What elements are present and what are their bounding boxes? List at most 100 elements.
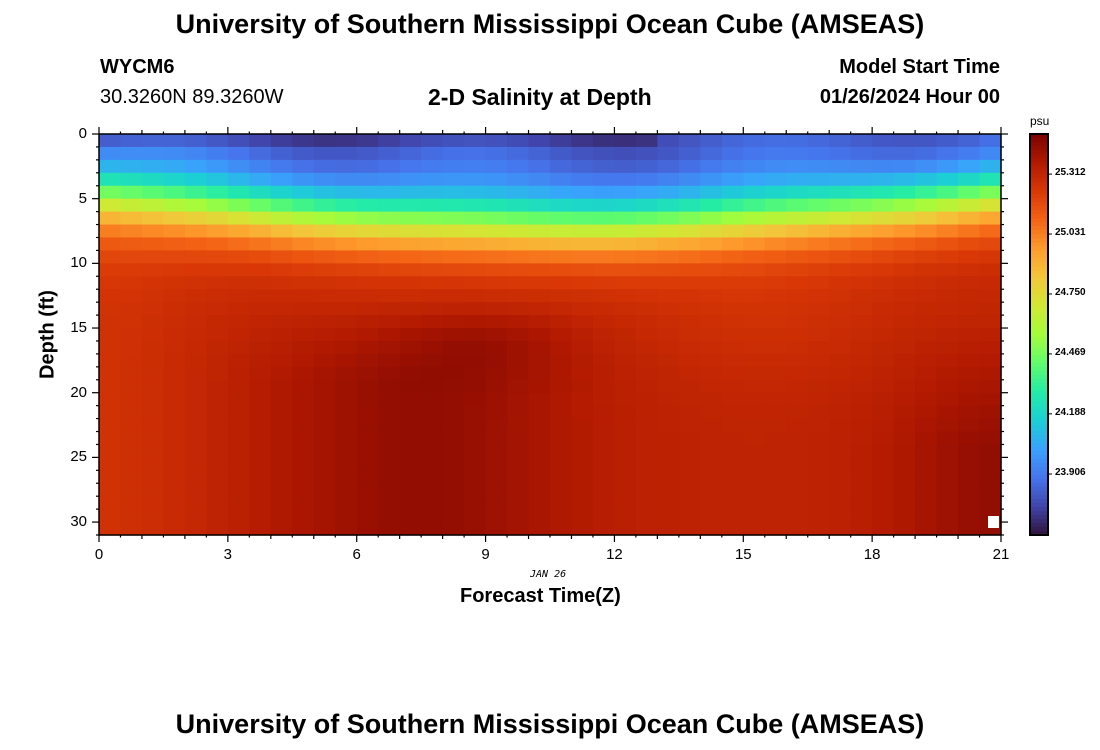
heatmap-cell: [764, 302, 787, 316]
heatmap-cell: [507, 431, 530, 446]
heatmap-cell: [292, 159, 315, 174]
heatmap-cell: [979, 444, 1002, 458]
heatmap-cell: [872, 522, 895, 536]
heatmap-cell: [893, 134, 916, 148]
heatmap-cell: [936, 159, 959, 174]
heatmap-cell: [99, 198, 122, 213]
heatmap-cell: [378, 198, 401, 213]
heatmap-cell: [786, 315, 809, 329]
heatmap-cell: [399, 509, 422, 523]
heatmap-cell: [206, 146, 229, 161]
heatmap-cell: [163, 431, 186, 446]
heatmap-cell: [571, 302, 594, 316]
heatmap-cell: [528, 353, 551, 368]
heatmap-cell: [99, 496, 122, 510]
heatmap-cell: [614, 418, 637, 433]
colorbar-segment: [1030, 258, 1048, 263]
heatmap-cell: [270, 250, 293, 264]
heatmap-cell: [721, 431, 744, 446]
colorbar-segment: [1030, 202, 1048, 207]
heatmap-cell: [442, 483, 465, 497]
heatmap-cell: [356, 315, 379, 329]
heatmap-cell: [764, 353, 787, 368]
heatmap-cell: [485, 134, 508, 148]
heatmap-cell: [700, 263, 723, 277]
heatmap-cell: [227, 302, 250, 316]
colorbar-segment: [1030, 462, 1048, 468]
heatmap-cell: [442, 340, 465, 355]
heatmap-cell: [399, 522, 422, 536]
heatmap-cell: [807, 185, 830, 200]
heatmap-cell: [227, 328, 250, 342]
heatmap-cell: [743, 328, 766, 342]
heatmap-cell: [120, 289, 143, 303]
heatmap-cell: [678, 289, 701, 303]
date-note: JAN 26: [530, 569, 567, 580]
heatmap-cell: [786, 211, 809, 226]
heatmap-cell: [464, 146, 487, 161]
heatmap-cell: [936, 134, 959, 148]
heatmap-cell: [442, 159, 465, 174]
heatmap-cell: [829, 483, 852, 497]
heatmap-cell: [335, 353, 358, 368]
heatmap-cell: [163, 470, 186, 484]
heatmap-cell: [807, 302, 830, 316]
heatmap-cell: [850, 328, 873, 342]
heatmap-cell: [421, 159, 444, 174]
heatmap-cell: [592, 159, 616, 174]
heatmap-cell: [249, 159, 272, 174]
heatmap-cell: [592, 289, 616, 303]
heatmap-cell: [464, 211, 487, 226]
heatmap-cell: [786, 431, 809, 446]
heatmap-cell: [786, 340, 809, 355]
heatmap-cell: [893, 146, 916, 161]
missing-data-cell: [988, 516, 999, 528]
heatmap-cell: [592, 444, 616, 458]
heatmap-cell: [958, 457, 981, 471]
heatmap-cell: [743, 353, 766, 368]
heatmap-cell: [915, 146, 938, 161]
heatmap-cell: [227, 315, 250, 329]
heatmap-cell: [120, 405, 143, 420]
heatmap-cell: [829, 134, 852, 148]
heatmap-cell: [657, 353, 680, 368]
heatmap-cell: [571, 444, 594, 458]
heatmap-cell: [893, 470, 916, 484]
heatmap-cell: [743, 237, 766, 252]
heatmap-cell: [507, 224, 530, 239]
heatmap-cell: [635, 431, 658, 446]
heatmap-cell: [421, 379, 444, 394]
heatmap-cell: [915, 211, 938, 226]
heatmap-cell: [313, 159, 336, 174]
heatmap-cell: [958, 418, 981, 433]
heatmap-cell: [421, 134, 444, 148]
heatmap-cell: [657, 444, 680, 458]
heatmap-cell: [99, 276, 122, 290]
heatmap-cell: [550, 237, 573, 252]
heatmap-cell: [958, 405, 981, 420]
heatmap-cell: [592, 457, 616, 471]
y-tick-label: 0: [78, 125, 87, 142]
heatmap-cell: [442, 522, 465, 536]
chart-title: University of Southern Mississippi Ocean…: [175, 9, 925, 39]
heatmap-cell: [335, 405, 358, 420]
heatmap-cell: [184, 353, 207, 368]
heatmap-cell: [485, 353, 508, 368]
heatmap-cell: [721, 405, 744, 420]
colorbar-segment: [1030, 518, 1048, 524]
x-tick-label: 6: [352, 546, 361, 563]
heatmap-cell: [184, 366, 207, 381]
colorbar-segment: [1030, 190, 1048, 195]
heatmap-cell: [99, 224, 122, 239]
colorbar-segment: [1030, 290, 1048, 295]
heatmap-cell: [893, 302, 916, 316]
heatmap-cell: [120, 444, 143, 458]
heatmap-cell: [227, 289, 250, 303]
heatmap-cell: [915, 276, 938, 290]
heatmap-cell: [442, 134, 465, 148]
heatmap-cell: [270, 379, 293, 394]
heatmap-cell: [184, 509, 207, 523]
heatmap-cell: [807, 289, 830, 303]
heatmap-cell: [507, 263, 530, 277]
heatmap-cell: [528, 134, 551, 148]
